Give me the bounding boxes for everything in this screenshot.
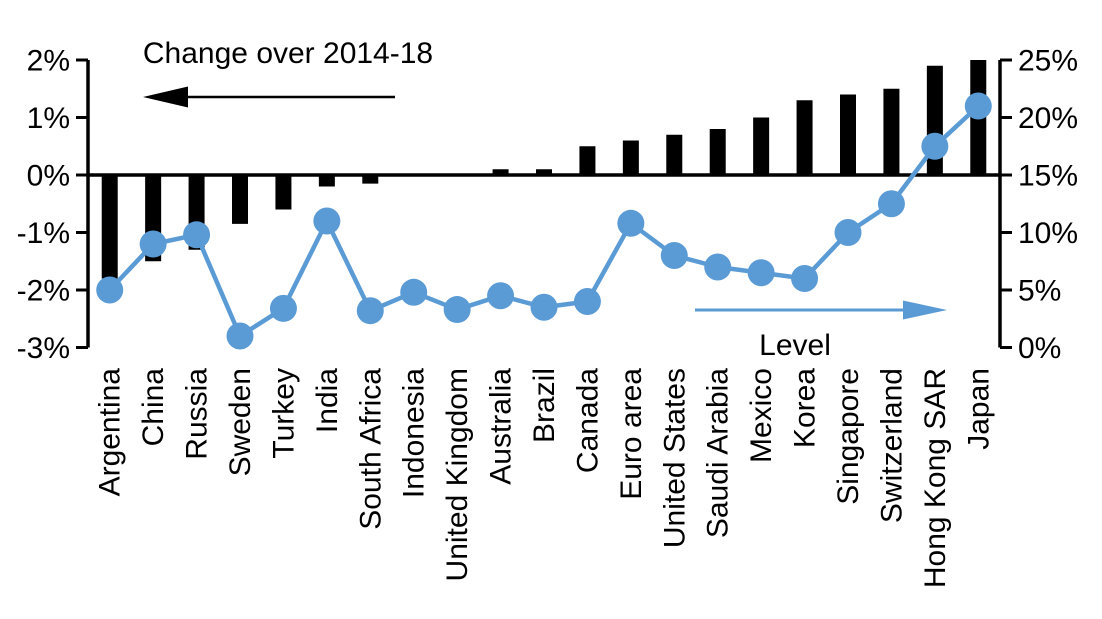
right-axis-tick-label: 5% xyxy=(1018,275,1061,308)
category-label-united-states: United States xyxy=(658,368,691,548)
right-axis-tick-label: 25% xyxy=(1018,45,1078,78)
left-axis-tick-label: 0% xyxy=(27,160,70,193)
category-label-singapore: Singapore xyxy=(832,368,865,505)
right-axis-tick-label: 20% xyxy=(1018,102,1078,135)
right-arrow-icon xyxy=(695,300,947,320)
level-point-saudi-arabia xyxy=(704,253,732,281)
category-label-turkey: Turkey xyxy=(267,368,300,459)
category-label-brazil: Brazil xyxy=(528,368,561,443)
category-label-russia: Russia xyxy=(181,368,214,460)
bar-turkey xyxy=(275,175,292,210)
category-label-united-kingdom: United Kingdom xyxy=(441,368,474,581)
level-point-switzerland xyxy=(877,190,905,218)
category-labels-layer: Argentina China Russia Sweden Turkey India Sou… xyxy=(94,368,996,588)
left-axis-tick-label: 1% xyxy=(27,102,70,135)
category-label-saudi-arabia: Saudi Arabia xyxy=(702,368,735,538)
left-axis-tick-label: -3% xyxy=(17,332,70,365)
level-point-singapore xyxy=(834,219,862,246)
level-point-south-africa xyxy=(356,297,384,325)
line-layer xyxy=(96,92,992,350)
level-point-united-kingdom xyxy=(443,296,471,324)
category-label-switzerland: Switzerland xyxy=(875,368,908,523)
category-label-mexico: Mexico xyxy=(745,368,778,463)
bars-layer xyxy=(101,60,987,279)
level-point-korea xyxy=(791,265,819,292)
left-arrow-icon xyxy=(143,86,395,108)
level-point-united-states xyxy=(660,242,688,269)
level-point-japan xyxy=(964,92,992,120)
category-label-south-africa: South Africa xyxy=(354,368,387,530)
bar-euro-area xyxy=(622,140,639,175)
bar-canada xyxy=(579,146,596,175)
category-label-korea: Korea xyxy=(789,368,822,448)
bar-argentina xyxy=(101,175,118,279)
level-point-turkey xyxy=(269,294,297,322)
category-label-australia: Australia xyxy=(485,368,518,485)
bar-saudi-arabia xyxy=(709,129,726,175)
level-point-indonesia xyxy=(400,278,428,306)
category-label-canada: Canada xyxy=(571,368,604,473)
right-axis-tick-label: 0% xyxy=(1018,332,1061,365)
line-series-title: Level xyxy=(759,329,831,362)
axes-layer xyxy=(76,58,1012,349)
level-point-mexico xyxy=(747,259,775,287)
level-point-india xyxy=(313,207,341,235)
bar-korea xyxy=(796,100,813,175)
level-point-brazil xyxy=(530,293,558,321)
level-point-argentina xyxy=(96,276,124,304)
level-point-china xyxy=(139,230,167,258)
category-label-china: China xyxy=(137,368,170,447)
category-label-india: India xyxy=(311,368,344,433)
left-axis-tick-label: 2% xyxy=(27,45,70,78)
level-point-canada xyxy=(573,288,601,315)
level-point-hong-kong-sar xyxy=(921,132,949,160)
bar-india xyxy=(318,175,335,187)
bar-series-title: Change over 2014-18 xyxy=(143,37,433,70)
bar-united-states xyxy=(666,134,683,175)
bar-switzerland xyxy=(883,88,900,175)
level-point-australia xyxy=(487,282,515,310)
bar-brazil xyxy=(536,169,552,175)
category-label-euro-area: Euro area xyxy=(615,368,648,500)
right-axis-tick-label: 15% xyxy=(1018,160,1078,193)
level-point-euro-area xyxy=(617,209,645,237)
tick-labels-layer: 2% 1% 0% -1% -2% -3% 25% 20% 15% 10% 5% 0% xyxy=(17,45,1078,366)
category-label-hong-kong-sar: Hong Kong SAR xyxy=(919,368,952,588)
right-axis-tick-label: 10% xyxy=(1018,217,1078,250)
category-label-japan: Japan xyxy=(962,368,995,450)
category-label-argentina: Argentina xyxy=(94,368,127,497)
bar-sweden xyxy=(232,175,248,224)
level-point-russia xyxy=(183,221,211,249)
bar-singapore xyxy=(840,94,856,175)
category-label-indonesia: Indonesia xyxy=(398,368,431,498)
level-point-sweden xyxy=(226,322,254,350)
left-axis-tick-label: -1% xyxy=(17,217,70,250)
bar-south-africa xyxy=(362,175,379,184)
bar-mexico xyxy=(753,117,770,175)
category-label-sweden: Sweden xyxy=(224,368,257,476)
bar-australia xyxy=(492,169,509,175)
left-axis-tick-label: -2% xyxy=(17,275,70,308)
